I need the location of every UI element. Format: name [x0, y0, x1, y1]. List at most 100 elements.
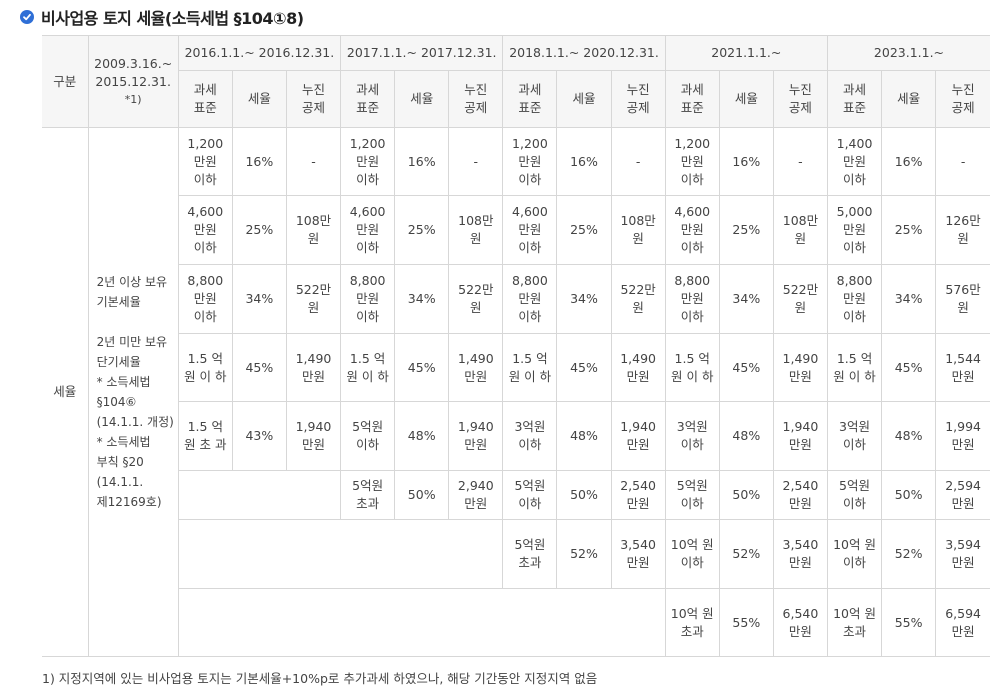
- cell-base: 4,600 만원 이하: [664, 195, 720, 265]
- cell-deduction: 1,490 만원: [448, 333, 504, 402]
- empty-cell: [177, 519, 504, 589]
- cell-deduction: 2,940 만원: [448, 470, 504, 520]
- subheader-deduction: 누진 공제: [772, 70, 828, 128]
- cell-rate: 45%: [394, 333, 450, 402]
- subheader-base: 과세 표준: [502, 70, 558, 128]
- cell-base: 3억원 이하: [826, 401, 883, 471]
- subheader-rate: 세율: [881, 70, 937, 128]
- cell-rate: 34%: [231, 264, 287, 334]
- cell-rate: 55%: [718, 588, 774, 657]
- cell-rate: 48%: [556, 401, 612, 471]
- cell-rate: 34%: [718, 264, 774, 334]
- cell-deduction: 108만 원: [610, 195, 666, 265]
- empty-cell: [177, 588, 666, 657]
- cell-deduction: 522만 원: [285, 264, 342, 334]
- subheader-rate: 세율: [231, 70, 287, 128]
- cell-base: 1.5 억 원 초 과: [177, 401, 233, 471]
- cell-deduction: 6,594 만원: [935, 588, 990, 657]
- cell-rate: 45%: [881, 333, 937, 402]
- note-line: * 소득세법 부칙 §20: [96, 435, 151, 469]
- cell-rate: 43%: [231, 401, 287, 471]
- cell-deduction: 1,994 만원: [935, 401, 990, 471]
- cell-rate: 48%: [718, 401, 774, 471]
- cell-deduction: 2,540 만원: [610, 470, 666, 520]
- cell-base: 5억원 초과: [340, 470, 396, 520]
- cell-deduction: 1,940 만원: [448, 401, 504, 471]
- subheader-deduction: 누진 공제: [448, 70, 504, 128]
- cell-base: 5,000 만원 이하: [826, 195, 883, 265]
- cell-rate: 16%: [881, 127, 937, 196]
- note-line: 2년 이상 보유 기본세율: [96, 275, 168, 309]
- table-row: 5억원 초과 50% 2,940 만원 5억원 이하 50% 2,540 만원 5억원 이하…: [42, 470, 990, 520]
- cell-rate: 52%: [556, 519, 612, 589]
- cell-deduction: 1,490 만원: [285, 333, 342, 402]
- subheader-base: 과세 표준: [826, 70, 883, 128]
- cell-base: 5억원 이하: [664, 470, 720, 520]
- subheader-deduction: 누진 공제: [935, 70, 990, 128]
- cell-rate: 50%: [394, 470, 450, 520]
- early-period-note: *1): [124, 92, 142, 106]
- cell-deduction: 522만 원: [610, 264, 666, 334]
- cell-rate: 50%: [718, 470, 774, 520]
- cell-base: 1,200 만원 이하: [502, 127, 558, 196]
- cell-deduction: 108만 원: [448, 195, 504, 265]
- cell-base: 10억 원 이하: [664, 519, 720, 589]
- cell-deduction: 6,540 만원: [772, 588, 828, 657]
- footnote: 1) 지정지역에 있는 비사업용 토지는 기본세율+10%p로 추가과세 하였으…: [42, 671, 598, 686]
- cell-deduction: 108만 원: [772, 195, 828, 265]
- cell-deduction: 2,540 만원: [772, 470, 828, 520]
- subheader-base: 과세 표준: [664, 70, 720, 128]
- note-line: (14.1.1. 개정): [96, 415, 174, 429]
- section-title: 비사업용 토지 세율(소득세법 §104①8): [20, 6, 304, 28]
- cell-deduction: 1,940 만원: [772, 401, 828, 471]
- tax-rate-table: 구분 2009.3.16.~ 2015.12.31. *1) 2016.1.1.…: [42, 35, 990, 657]
- table-row: 10억 원 초과 55% 6,540 만원 10억 원 초과 55% 6,594 만원: [42, 588, 990, 657]
- cell-base: 1,200 만원 이하: [340, 127, 396, 196]
- cell-deduction: 3,540 만원: [610, 519, 666, 589]
- table-row: 8,800 만원 이하 34% 522만 원 8,800 만원 이하 34% 522만 원…: [42, 264, 990, 334]
- cell-base: 1.5 억 원 이 하: [502, 333, 558, 402]
- cell-base: 10억 원 이하: [826, 519, 883, 589]
- table-row: 5억원 초과 52% 3,540 만원 10억 원 이하 52% 3,540 만원 10억 …: [42, 519, 990, 589]
- subheader-rate: 세율: [718, 70, 774, 128]
- cell-rate: 48%: [394, 401, 450, 471]
- cell-deduction: 3,594 만원: [935, 519, 990, 589]
- table-row: 4,600 만원 이하 25% 108만 원 4,600 만원 이하 25% 108만 원…: [42, 195, 990, 265]
- cell-rate: 16%: [556, 127, 612, 196]
- cell-rate: 55%: [881, 588, 937, 657]
- cell-rate: 45%: [231, 333, 287, 402]
- cell-rate: 16%: [718, 127, 774, 196]
- table-row: 1.5 억 원 초 과 43% 1,940 만원 5억원 이하 48% 1,940 만원 3…: [42, 401, 990, 471]
- table-row: 세율 2년 이상 보유 기본세율 2년 미만 보유 단기세율 * 소득세법 §104⑥…: [42, 127, 990, 657]
- cell-base: 5억원 이하: [340, 401, 396, 471]
- cell-base: 5억원 이하: [502, 470, 558, 520]
- cell-deduction: 1,490 만원: [610, 333, 666, 402]
- cell-rate: 34%: [394, 264, 450, 334]
- cell-rate: 45%: [718, 333, 774, 402]
- rate-note: 2년 이상 보유 기본세율 2년 미만 보유 단기세율 * 소득세법 §104⑥ (1…: [87, 127, 179, 657]
- cell-deduction: 126만 원: [935, 195, 990, 265]
- subheader-base: 과세 표준: [340, 70, 396, 128]
- cell-deduction: 1,490 만원: [772, 333, 828, 402]
- cell-deduction: -: [610, 127, 666, 196]
- cell-deduction: 522만 원: [448, 264, 504, 334]
- cell-base: 1,200 만원 이하: [177, 127, 233, 196]
- cell-base: 5억원 초과: [502, 519, 558, 589]
- cell-rate: 25%: [718, 195, 774, 265]
- subheader-rate: 세율: [556, 70, 612, 128]
- early-period-text: 2009.3.16.~ 2015.12.31.: [94, 55, 173, 89]
- cell-rate: 25%: [881, 195, 937, 265]
- cell-base: 4,600 만원 이하: [340, 195, 396, 265]
- cell-rate: 52%: [881, 519, 937, 589]
- cell-base: 1.5 억 원 이 하: [340, 333, 396, 402]
- cell-base: 8,800 만원 이하: [502, 264, 558, 334]
- cell-deduction: 1,544 만원: [935, 333, 990, 402]
- empty-cell: [177, 470, 342, 520]
- cell-deduction: 522만 원: [772, 264, 828, 334]
- header-period: 2023.1.1.~: [826, 35, 990, 71]
- row-label-rate: 세율: [42, 127, 89, 657]
- cell-rate: 25%: [556, 195, 612, 265]
- note-line: [97, 312, 175, 332]
- cell-base: 3억원 이하: [664, 401, 720, 471]
- cell-rate: 25%: [394, 195, 450, 265]
